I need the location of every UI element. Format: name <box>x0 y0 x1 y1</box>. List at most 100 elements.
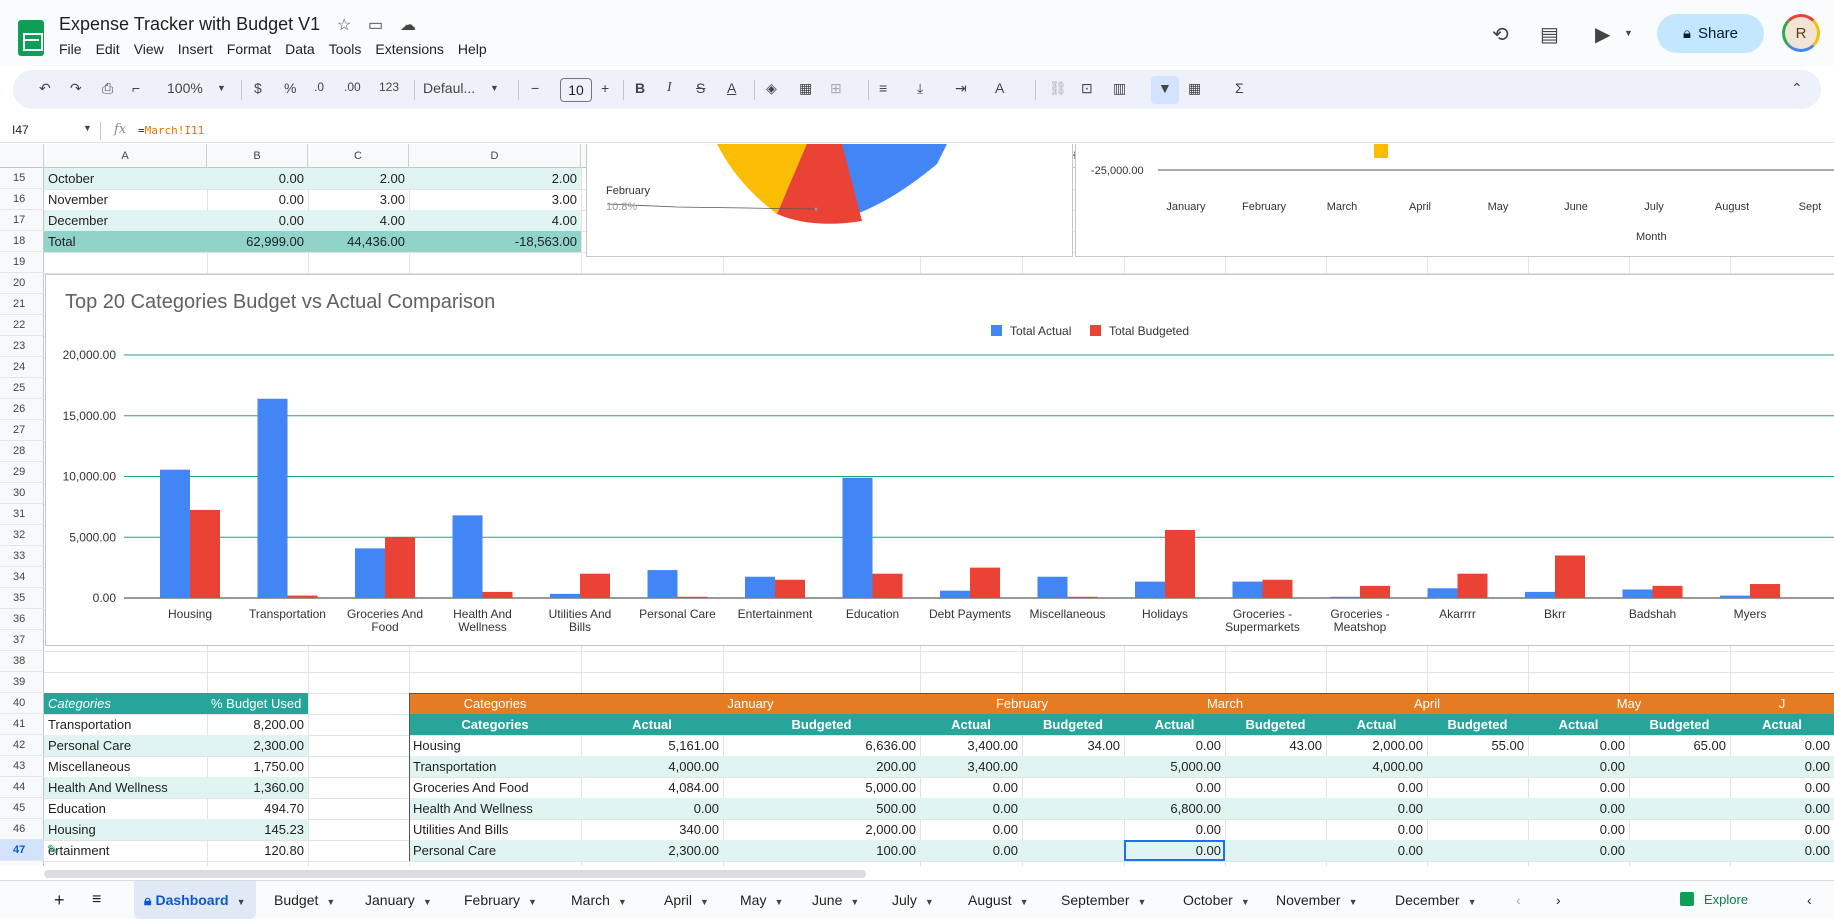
budget-used-value[interactable]: 2,300.00 <box>207 735 308 756</box>
monthly-cell[interactable]: 200.00 <box>723 756 920 777</box>
budget-used-value[interactable]: 1,750.00 <box>253 759 304 774</box>
row-header-35[interactable]: 35 <box>0 588 44 609</box>
all-sheets-icon[interactable]: ≡ <box>92 891 102 908</box>
row-header-45[interactable]: 45 <box>0 798 44 819</box>
monthly-subheader-budgeted[interactable]: Budgeted <box>1427 714 1528 735</box>
tab-menu-chevron-icon[interactable]: ▼ <box>422 897 432 907</box>
monthly-cell[interactable]: 34.00 <box>1087 738 1120 753</box>
menu-file[interactable]: File <box>59 41 82 57</box>
summary-cell-month[interactable]: Total <box>44 231 207 252</box>
sheet-tab-february[interactable]: February ▼ <box>464 881 537 919</box>
sheet-tab-april[interactable]: April ▼ <box>664 881 709 919</box>
redo-icon[interactable]: ↷ <box>70 80 82 96</box>
monthly-subheader-actual[interactable]: Actual <box>1528 714 1629 735</box>
summary-cell-d[interactable]: 3.00 <box>551 192 577 207</box>
tab-menu-chevron-icon[interactable]: ▼ <box>1348 897 1358 907</box>
monthly-cell[interactable]: 0.00 <box>1528 840 1629 861</box>
monthly-cell[interactable]: 0.00 <box>1326 840 1427 861</box>
summary-cell-d[interactable]: 2.00 <box>409 168 581 189</box>
name-box-chevron-icon[interactable]: ▼ <box>83 123 92 133</box>
paint-format-icon[interactable]: ⌐ <box>132 80 141 96</box>
monthly-cell[interactable] <box>1629 756 1730 777</box>
row-header-47[interactable]: 47 <box>0 840 44 861</box>
monthly-cell[interactable] <box>1022 756 1124 777</box>
monthly-subheader-budgeted[interactable]: Budgeted <box>1022 714 1124 735</box>
column-header-a[interactable]: A <box>44 144 207 168</box>
row-header-22[interactable]: 22 <box>0 315 44 336</box>
summary-cell-b[interactable]: 62,999.00 <box>207 231 308 252</box>
monthly-cell[interactable]: 2,000.00 <box>865 822 916 837</box>
monthly-cell[interactable]: 65.00 <box>1693 738 1726 753</box>
add-sheet-icon[interactable]: + <box>54 890 65 910</box>
cloud-status-icon[interactable]: ☁ <box>400 17 416 34</box>
star-icon[interactable]: ☆ <box>337 17 352 34</box>
monthly-cell[interactable]: 3,400.00 <box>967 738 1018 753</box>
row-header-40[interactable]: 40 <box>0 693 44 714</box>
insert-chart-icon[interactable]: ▥ <box>1113 80 1127 96</box>
zoom-chevron-icon[interactable]: ▼ <box>217 83 226 93</box>
sheets-logo-icon[interactable] <box>18 20 44 56</box>
menu-view[interactable]: View <box>133 41 164 57</box>
monthly-cell[interactable]: 0.00 <box>992 780 1018 795</box>
tab-menu-chevron-icon[interactable]: ▼ <box>617 897 627 907</box>
sheet-tab-august[interactable]: August ▼ <box>968 881 1029 919</box>
insert-comment-icon[interactable]: ⊡ <box>1081 80 1093 96</box>
monthly-cell[interactable]: 3,400.00 <box>920 756 1022 777</box>
explore-button[interactable]: Explore <box>1680 887 1780 913</box>
fill-color-icon[interactable]: ◈ <box>766 80 777 96</box>
budget-used-value[interactable]: 494.70 <box>264 801 304 816</box>
budget-used-value[interactable]: 145.23 <box>207 819 308 840</box>
budget-used-header-categories[interactable]: Categories <box>44 693 207 714</box>
filter-button[interactable] <box>1151 76 1179 104</box>
summary-cell-d[interactable]: 4.00 <box>409 210 581 231</box>
row-header-46[interactable]: 46 <box>0 819 44 840</box>
monthly-cell[interactable]: 4,084.00 <box>668 780 719 795</box>
monthly-cell[interactable]: 55.00 <box>1491 738 1524 753</box>
summary-cell-month[interactable]: December <box>44 210 207 231</box>
budget-used-category[interactable]: Health And Wellness <box>44 777 207 798</box>
row-header-26[interactable]: 26 <box>0 399 44 420</box>
comments-icon[interactable]: ▤ <box>1540 24 1559 46</box>
row-header-16[interactable]: 16 <box>0 189 44 210</box>
version-history-icon[interactable]: ⟲ <box>1492 24 1509 46</box>
monthly-subheader-budgeted[interactable]: Budgeted <box>1225 714 1326 735</box>
budget-used-value[interactable]: 8,200.00 <box>253 717 304 732</box>
monthly-subheader-sub_cat[interactable]: Categories <box>409 714 581 735</box>
monthly-cell[interactable]: 0.00 <box>1195 780 1221 795</box>
monthly-header-month[interactable]: May <box>1528 693 1730 714</box>
menu-tools[interactable]: Tools <box>328 41 362 57</box>
monthly-cell[interactable]: 6,636.00 <box>865 738 916 753</box>
sheet-tab-september[interactable]: September ▼ <box>1061 881 1146 919</box>
monthly-cell[interactable] <box>1427 819 1528 840</box>
sheet-tab-march[interactable]: March ▼ <box>571 881 627 919</box>
summary-cell-month[interactable]: November <box>48 192 108 207</box>
budget-used-category[interactable]: Personal Care <box>44 735 207 756</box>
monthly-cell[interactable]: 0.00 <box>1730 756 1834 777</box>
horizontal-align-icon[interactable]: ≡ <box>879 80 888 96</box>
monthly-cell[interactable] <box>1427 798 1528 819</box>
font-select[interactable]: Defaul... <box>423 80 476 96</box>
sheet-tab-january[interactable]: January ▼ <box>365 881 432 919</box>
monthly-header-month[interactable]: April <box>1326 693 1528 714</box>
tab-menu-chevron-icon[interactable]: ▼ <box>528 897 537 907</box>
monthly-cell[interactable] <box>1629 798 1730 819</box>
monthly-cell[interactable]: 5,000.00 <box>865 780 916 795</box>
sheet-tab-october[interactable]: October ▼ <box>1183 881 1250 919</box>
monthly-subheader-actual[interactable]: Actual <box>1326 714 1427 735</box>
monthly-cell[interactable]: 0.00 <box>992 822 1018 837</box>
bold-button[interactable]: B <box>635 80 646 96</box>
currency-format-button[interactable]: $ <box>254 80 262 96</box>
tab-menu-chevron-icon[interactable]: ▼ <box>1240 897 1250 907</box>
column-header-b[interactable]: B <box>207 144 308 168</box>
monthly-cell[interactable]: 0.00 <box>920 840 1022 861</box>
sheet-tab-november[interactable]: November ▼ <box>1276 881 1358 919</box>
budget-used-value[interactable]: 1,360.00 <box>207 777 308 798</box>
tab-menu-chevron-icon[interactable]: ▼ <box>326 897 336 907</box>
monthly-cell[interactable]: 5,000.00 <box>1124 756 1225 777</box>
monthly-cell[interactable]: 0.00 <box>1599 780 1625 795</box>
sheet-tab-budget[interactable]: Budget ▼ <box>274 881 335 919</box>
monthly-subheader-actual[interactable]: Actual <box>920 714 1022 735</box>
row-header-37[interactable]: 37 <box>0 630 44 651</box>
monthly-cell[interactable]: 0.00 <box>1195 738 1221 753</box>
borders-icon[interactable]: ▦ <box>799 80 813 96</box>
